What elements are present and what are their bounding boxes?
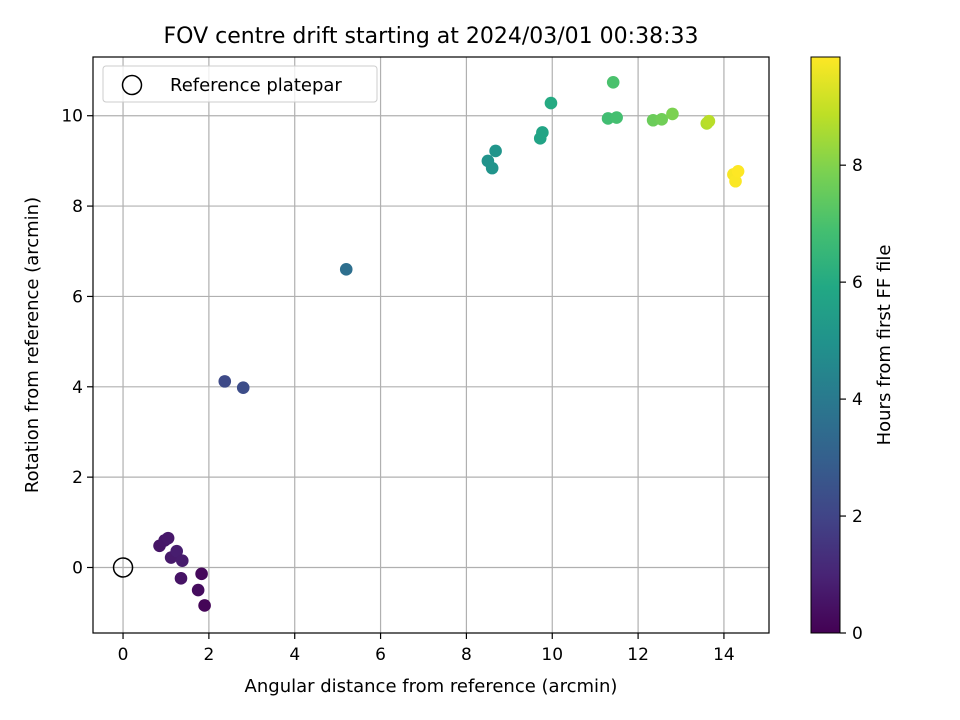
legend-box xyxy=(102,65,378,103)
data-point xyxy=(161,531,175,545)
colorbar-ticks: 0 2 4 6 8 xyxy=(840,156,863,644)
reference-platepar-marker xyxy=(112,557,134,578)
data-point xyxy=(198,599,211,612)
legend-reference-label: Reference platepar xyxy=(170,75,342,96)
colorbar-tick-label: 4 xyxy=(852,390,863,410)
y-tick-label: 0 xyxy=(72,558,83,578)
colorbar-tick-label: 6 xyxy=(852,273,863,293)
data-point xyxy=(666,107,679,121)
data-point xyxy=(218,375,232,388)
plot-frame xyxy=(92,56,770,634)
x-tick-label: 0 xyxy=(118,645,129,665)
data-point xyxy=(702,114,716,128)
x-tick-label: 4 xyxy=(289,645,300,665)
x-tick-label: 8 xyxy=(461,645,472,665)
x-axis-ticks: 0 2 4 6 8 10 12 14 xyxy=(118,633,735,665)
data-point xyxy=(731,164,745,178)
colorbar-label: Hours from first FF file xyxy=(874,245,895,446)
y-axis-ticks: 0 2 4 6 8 10 xyxy=(61,107,93,578)
x-axis-label: Angular distance from reference (arcmin) xyxy=(245,676,618,697)
data-point xyxy=(175,554,189,568)
data-point xyxy=(191,583,205,597)
data-point xyxy=(729,174,742,188)
data-point xyxy=(170,544,183,558)
y-tick-label: 2 xyxy=(72,468,83,488)
colorbar-tick-label: 2 xyxy=(852,507,863,527)
y-axis-label: Rotation from reference (arcmin) xyxy=(22,197,43,493)
colorbar-tick-label: 8 xyxy=(852,156,863,176)
data-point xyxy=(485,161,499,175)
x-tick-label: 6 xyxy=(375,645,386,665)
chart-title: FOV centre drift starting at 2024/03/01 … xyxy=(164,24,699,49)
x-tick-label: 2 xyxy=(203,645,214,665)
data-point xyxy=(606,75,620,89)
legend-reference-marker xyxy=(121,74,143,96)
data-point xyxy=(544,96,558,110)
legend: Reference platepar xyxy=(102,65,378,103)
x-tick-label: 12 xyxy=(627,645,649,665)
colorbar: 0 2 4 6 8 Hours from first FF file xyxy=(810,56,895,644)
data-point xyxy=(339,263,353,276)
y-tick-label: 10 xyxy=(61,107,83,127)
data-points xyxy=(112,75,745,612)
data-point xyxy=(536,126,549,139)
data-point xyxy=(195,567,208,581)
data-point xyxy=(174,572,188,585)
data-point xyxy=(236,381,250,394)
y-tick-label: 4 xyxy=(72,378,83,398)
colorbar-gradient xyxy=(810,56,841,634)
y-tick-label: 6 xyxy=(72,287,83,307)
x-tick-label: 10 xyxy=(541,645,563,665)
data-point xyxy=(489,144,502,158)
grid-lines xyxy=(93,57,769,633)
x-tick-label: 14 xyxy=(713,645,735,665)
colorbar-tick-label: 0 xyxy=(852,624,863,644)
y-tick-label: 8 xyxy=(72,197,83,217)
data-point xyxy=(655,113,668,126)
data-point xyxy=(610,111,623,124)
